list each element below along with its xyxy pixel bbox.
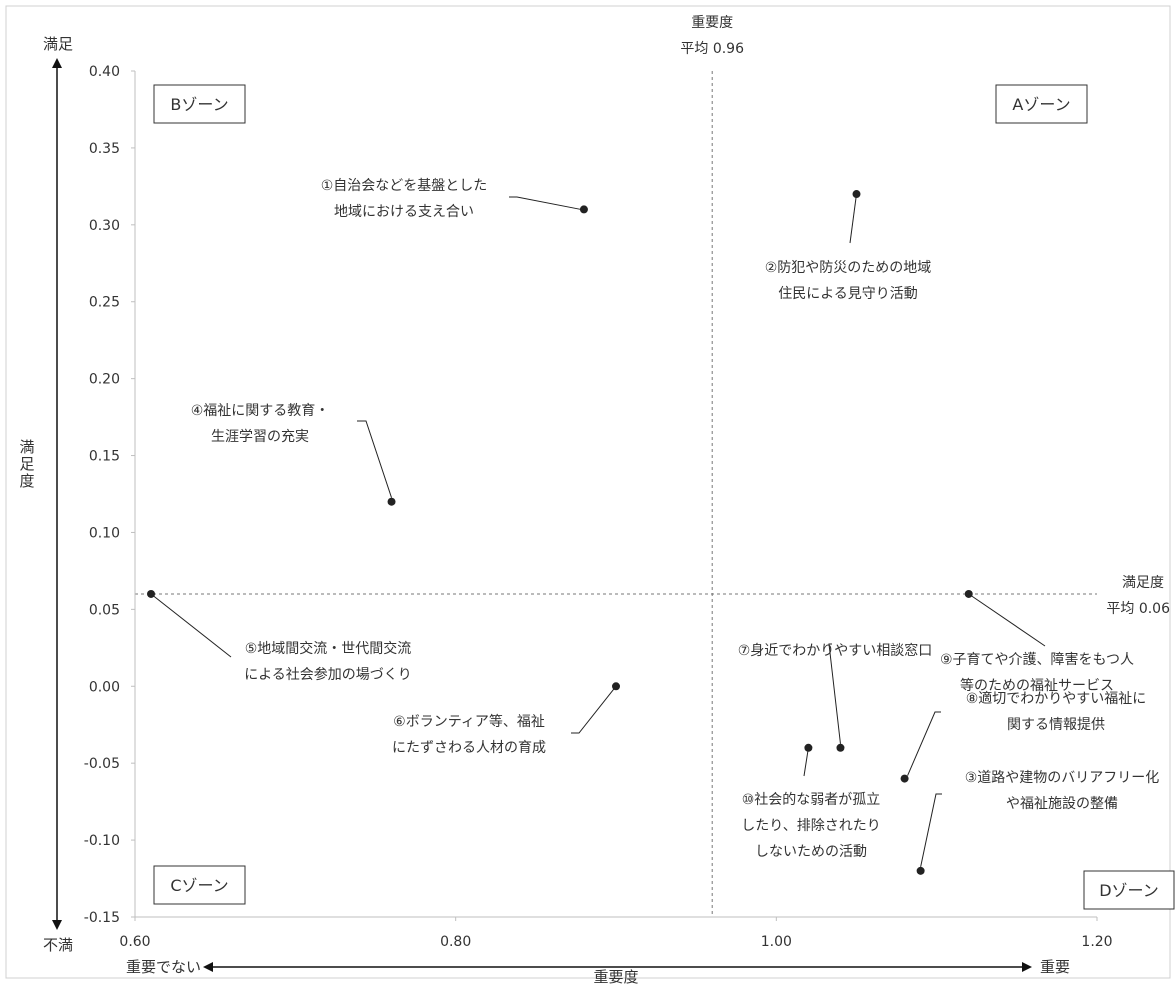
point-label-7-line-1: ⑦身近でわかりやすい相談窓口 [738, 642, 933, 659]
zone-box-d [1083, 870, 1175, 910]
y-tick-label: 0.30 [89, 218, 120, 234]
point-label-4-line-2: 生涯学習の充実 [211, 429, 309, 445]
point-label-1-line-1: ①自治会などを基盤とした [321, 177, 488, 194]
data-point-8 [900, 774, 909, 783]
point-label-10-line-2: したり、排除されたり [741, 818, 880, 834]
y-axis-title: 満足度 [19, 438, 34, 490]
data-point-1 [579, 205, 588, 214]
axis-word-satisfied: 満足 [43, 35, 73, 53]
leader-line-1 [509, 196, 582, 210]
y-tick-label: 0.05 [89, 602, 120, 618]
zone-label-c: Cゾーン [170, 876, 228, 895]
leader-line-8 [907, 711, 941, 776]
importance-average-title: 重要度 [691, 15, 733, 31]
zone-box-a [995, 84, 1088, 124]
y-tick-label: 0.25 [89, 295, 120, 311]
point-label-5-line-2: による社会参加の場づくり [244, 666, 412, 683]
leader-line-10 [803, 747, 809, 777]
satisfaction-average-title: 満足度 [1122, 575, 1164, 591]
y-tick-label: 0.00 [89, 679, 120, 695]
y-tick-label: -0.10 [84, 833, 120, 849]
chart-frame [5, 5, 1171, 979]
zone-box-c [153, 865, 246, 905]
point-label-8-line-2: 関する情報提供 [1007, 717, 1105, 733]
point-label-6-line-1: ⑥ボランティア等、福祉 [393, 713, 545, 730]
data-point-2 [852, 190, 861, 199]
point-label-10-line-1: ⑩社会的な弱者が孤立 [742, 792, 881, 808]
point-label-6-line-2: にたずさわる人材の育成 [392, 740, 546, 756]
x-tick-label: 1.20 [1081, 934, 1112, 950]
leader-line-6 [571, 685, 617, 734]
zone-label-a: Aゾーン [1012, 95, 1070, 114]
y-tick-label: 0.15 [89, 449, 120, 465]
point-label-4-line-1: ④福祉に関する教育・ [191, 403, 330, 419]
point-label-9-line-2: 等のための福祉サービス [960, 677, 1114, 694]
data-point-3 [916, 866, 925, 875]
x-tick-label: 1.00 [761, 934, 792, 950]
point-label-2-line-1: ②防犯や防災のための地域 [765, 260, 932, 276]
y-tick-label: 0.35 [89, 141, 120, 157]
data-point-7 [836, 743, 845, 752]
leader-line-2 [849, 193, 857, 244]
y-tick-label: 0.20 [89, 372, 120, 388]
importance-average-value: 平均 0.96 [680, 41, 744, 57]
data-point-10 [804, 743, 813, 752]
point-label-8-line-1: ⑧適切でわかりやすい福祉に [966, 690, 1147, 707]
leader-line-3 [920, 793, 942, 867]
point-label-10-line-3: しないための活動 [755, 844, 867, 860]
point-label-3-line-1: ③道路や建物のバリアフリー化 [965, 770, 1160, 786]
y-tick-label: -0.15 [84, 910, 120, 926]
zone-label-b: Bゾーン [170, 95, 228, 114]
data-point-6 [612, 682, 620, 691]
data-point-9 [964, 589, 973, 598]
leader-line-7 [828, 643, 841, 744]
data-point-5 [147, 589, 156, 598]
zone-box-b [153, 84, 246, 124]
point-label-9-line-1: ⑨子育てや介護、障害をもつ人 [940, 652, 1134, 668]
y-tick-label: 0.40 [89, 64, 120, 80]
axis-word-dissatisfied: 不満 [43, 936, 73, 954]
x-tick-label: 0.60 [119, 934, 150, 950]
axis-word-important: 重要 [1040, 958, 1070, 976]
point-label-5-line-1: ⑤地域間交流・世代間交流 [245, 640, 412, 657]
zone-label-d: Dゾーン [1099, 881, 1159, 900]
point-label-3-line-2: や福祉施設の整備 [1006, 796, 1118, 812]
satisfaction-average-value: 平均 0.06 [1106, 601, 1170, 617]
x-axis-title: 重要度 [593, 968, 638, 985]
y-tick-label: -0.05 [84, 756, 120, 772]
axis-word-not-important: 重要でない [126, 958, 201, 976]
leader-line-4 [357, 420, 393, 498]
x-tick-label: 0.80 [440, 934, 471, 950]
point-label-2-line-2: 住民による見守り活動 [778, 286, 918, 302]
leader-line-5 [150, 593, 232, 658]
data-point-4 [387, 497, 396, 506]
leader-line-9 [968, 593, 1046, 647]
point-label-1-line-2: 地域における支え合い [334, 204, 474, 220]
y-tick-label: 0.10 [89, 525, 120, 541]
